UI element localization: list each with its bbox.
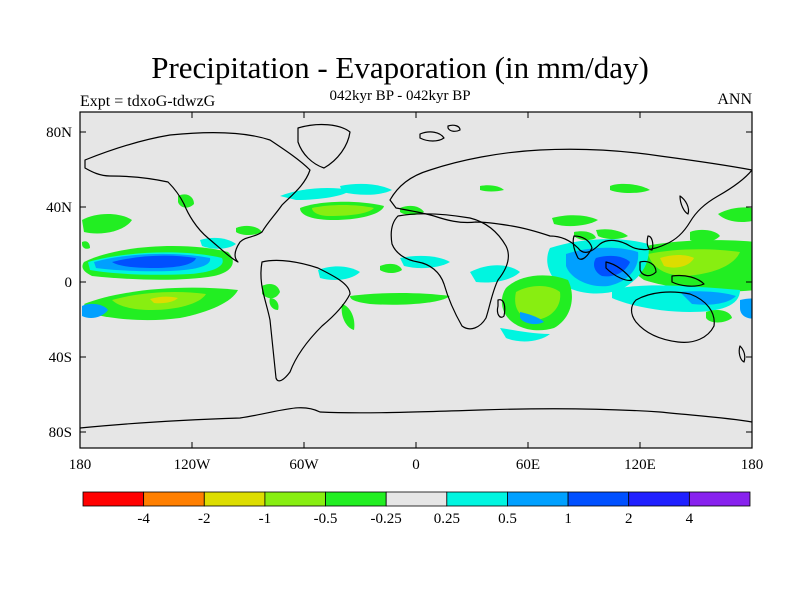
coast-sumatra — [605, 261, 633, 281]
y-tick-label: 0 — [65, 275, 73, 291]
field-green-bay — [596, 229, 628, 239]
colorbar — [82, 491, 751, 507]
field-green-arctic — [610, 183, 650, 193]
field-lime-indian — [515, 286, 561, 320]
colorbar-swatch — [688, 491, 751, 507]
colorbar-labels: -4 -2 -1 -0.5 -0.25 0.25 0.5 1 2 4 — [137, 511, 693, 527]
y-axis-ticks — [80, 131, 752, 433]
field-cyan-indian — [470, 265, 520, 283]
y-tick-label: 40N — [46, 200, 72, 216]
coast-greenland — [297, 123, 351, 169]
colorbar-label: -4 — [137, 511, 150, 527]
field-cyan-natl — [280, 188, 350, 200]
field-cyan-pac-coast — [200, 237, 236, 249]
coast-australia — [630, 291, 715, 343]
field-green-satl — [341, 304, 355, 330]
coast-new-zealand — [738, 345, 746, 363]
x-axis-labels: 180 120W 60W 0 60E 120E 180 — [69, 457, 764, 473]
colorbar-swatch — [325, 491, 387, 507]
field-cyan-atl-eq — [318, 266, 360, 280]
coast-eurasia — [389, 148, 752, 253]
colorbar-swatch — [507, 491, 569, 507]
coast-south-america — [260, 259, 351, 382]
season-label: ANN — [717, 91, 752, 108]
y-tick-label: 40S — [49, 350, 72, 366]
field-green-npac-east — [718, 207, 752, 222]
x-tick-label: 60W — [289, 457, 319, 473]
coastlines — [80, 123, 752, 429]
map-background — [80, 112, 752, 448]
colorbar-label: 1 — [564, 511, 572, 527]
field-green-india — [574, 231, 596, 241]
coast-north-america — [84, 131, 311, 263]
coast-japan — [679, 195, 690, 215]
field-cyan-nsea — [340, 183, 392, 195]
field-green-atl-eq — [350, 293, 450, 305]
x-tick-label: 60E — [516, 457, 540, 473]
field-green-npac-west — [82, 214, 132, 234]
colorbar-label: 4 — [686, 511, 694, 527]
coast-svalbard — [447, 124, 461, 132]
x-tick-label: 120W — [174, 457, 212, 473]
field-blue-wpac — [594, 255, 630, 277]
coast-india — [572, 235, 593, 260]
field-blue-spac — [82, 303, 108, 318]
x-axis-ticks — [79, 112, 753, 448]
y-tick-label: 80S — [49, 425, 72, 441]
colorbar-swatch — [203, 491, 266, 507]
x-tick-label: 180 — [741, 457, 764, 473]
colorbar-swatch — [264, 491, 326, 507]
field-green-npac-mid — [690, 229, 720, 243]
field-green-arabian — [552, 215, 598, 227]
coast-antarctica — [80, 407, 752, 429]
field-green-amazon — [262, 284, 280, 299]
experiment-label: Expt = tdxoG-tdwzG — [80, 93, 216, 110]
colorbar-label: -0.25 — [371, 511, 402, 527]
x-tick-label: 0 — [412, 457, 420, 473]
colorbar-label: 0.5 — [498, 511, 517, 527]
colorbar-label: 0.25 — [434, 511, 460, 527]
colorbar-swatch — [446, 491, 508, 507]
field-blue-npac — [112, 255, 196, 268]
y-axis-labels: 80N 40N 0 40S 80S — [46, 125, 72, 441]
colorbar-label: -1 — [259, 511, 272, 527]
field-cyan-east-edge — [740, 298, 752, 319]
colorbar-swatch — [82, 491, 145, 507]
colorbar-swatch — [143, 491, 205, 507]
x-tick-label: 120E — [624, 457, 656, 473]
y-tick-label: 80N — [46, 125, 72, 141]
field-green-gulf — [178, 194, 194, 208]
field-lightblue-indian — [520, 312, 544, 325]
coast-newguinea — [671, 274, 705, 287]
field-lime-natl — [312, 205, 374, 216]
colorbar-label: 2 — [625, 511, 633, 527]
coast-africa — [390, 213, 510, 330]
colorbar-swatch — [567, 491, 630, 507]
field-green-cafrica — [380, 263, 402, 273]
colorbar-label: -2 — [198, 511, 211, 527]
plot-subtitle: 042kyr BP - 042kyr BP — [329, 88, 471, 104]
coast-madagascar — [496, 299, 506, 318]
coast-philippines — [646, 235, 654, 251]
colorbar-swatch — [385, 491, 448, 507]
x-tick-label: 180 — [69, 457, 92, 473]
field-green-sea-edge — [82, 241, 90, 249]
plot-title: Precipitation - Evaporation (in mm/day) — [151, 50, 649, 85]
anomaly-field — [82, 183, 752, 342]
colorbar-swatch — [628, 491, 690, 507]
field-lightblue-wpac-south — [680, 291, 736, 305]
field-green-carib — [236, 225, 262, 235]
coast-arctic-islands — [419, 131, 445, 142]
field-cyan-guinea — [400, 255, 450, 269]
field-yellow-spac — [150, 296, 178, 304]
field-yellow-wpac — [660, 255, 694, 268]
field-cyan-indian-south — [500, 328, 550, 342]
coast-borneo — [639, 260, 657, 277]
colorbar-label: -0.5 — [314, 511, 338, 527]
field-green-andes — [269, 298, 279, 310]
field-green-nasia — [480, 185, 504, 192]
